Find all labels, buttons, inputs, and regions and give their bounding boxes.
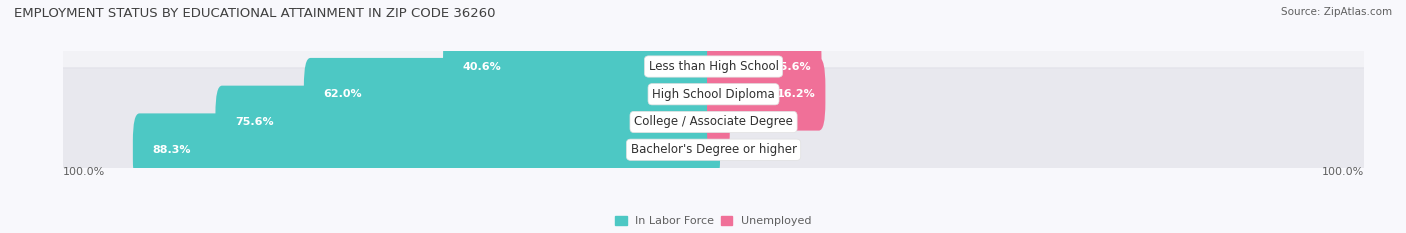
FancyBboxPatch shape [707, 30, 821, 103]
Text: High School Diploma: High School Diploma [652, 88, 775, 101]
Text: Source: ZipAtlas.com: Source: ZipAtlas.com [1281, 7, 1392, 17]
FancyBboxPatch shape [46, 0, 1381, 148]
Text: 100.0%: 100.0% [63, 167, 105, 177]
Text: 16.2%: 16.2% [778, 89, 815, 99]
Text: 15.6%: 15.6% [773, 62, 811, 72]
FancyBboxPatch shape [707, 86, 730, 158]
Text: College / Associate Degree: College / Associate Degree [634, 116, 793, 128]
FancyBboxPatch shape [215, 86, 720, 158]
Text: 1.5%: 1.5% [730, 117, 761, 127]
Legend: In Labor Force, Unemployed: In Labor Force, Unemployed [616, 216, 811, 226]
Text: 62.0%: 62.0% [323, 89, 361, 99]
Text: 100.0%: 100.0% [1322, 167, 1364, 177]
Text: 88.3%: 88.3% [152, 145, 191, 155]
Text: Less than High School: Less than High School [648, 60, 779, 73]
Text: 40.6%: 40.6% [463, 62, 502, 72]
FancyBboxPatch shape [46, 40, 1381, 204]
FancyBboxPatch shape [443, 30, 720, 103]
Text: Bachelor's Degree or higher: Bachelor's Degree or higher [630, 143, 797, 156]
FancyBboxPatch shape [304, 58, 720, 130]
FancyBboxPatch shape [132, 113, 720, 186]
Text: 75.6%: 75.6% [235, 117, 274, 127]
FancyBboxPatch shape [46, 12, 1381, 176]
FancyBboxPatch shape [707, 58, 825, 130]
FancyBboxPatch shape [46, 68, 1381, 232]
Text: 0.0%: 0.0% [717, 145, 748, 155]
Text: EMPLOYMENT STATUS BY EDUCATIONAL ATTAINMENT IN ZIP CODE 36260: EMPLOYMENT STATUS BY EDUCATIONAL ATTAINM… [14, 7, 495, 20]
